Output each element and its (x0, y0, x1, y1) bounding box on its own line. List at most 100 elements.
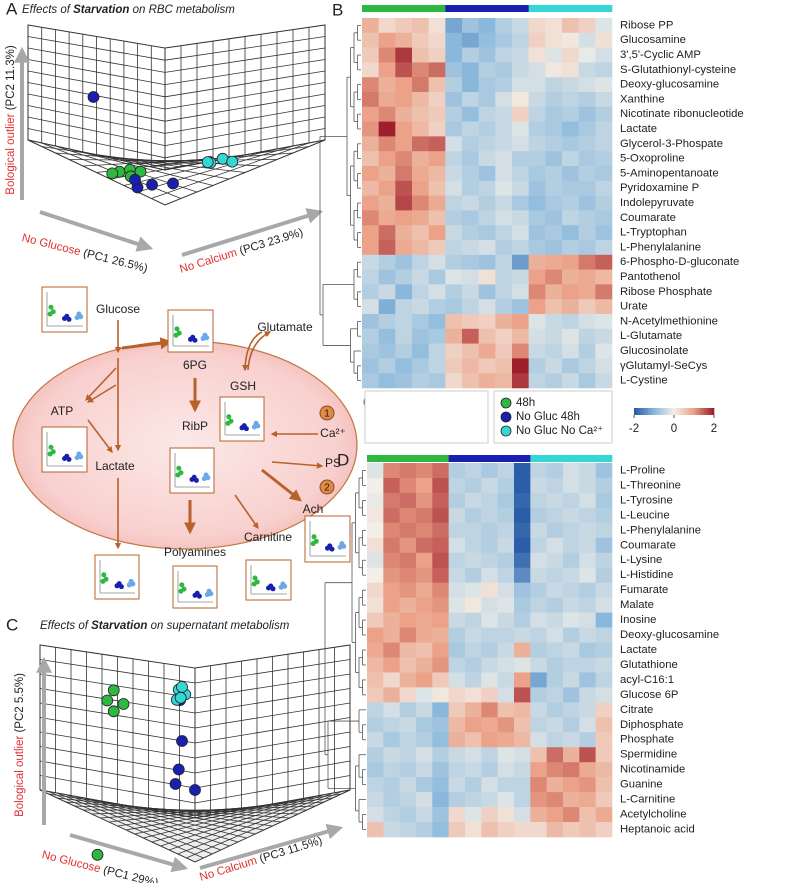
pca-point (174, 691, 187, 704)
heatmap-cell (399, 567, 417, 583)
heatmap-cell (428, 210, 446, 226)
heatmap-cell (595, 166, 613, 182)
colorbar-segment (708, 408, 711, 415)
heatmap-cell (563, 567, 580, 583)
legend-marker (500, 397, 512, 409)
heatmap-cell (478, 62, 496, 78)
heatmap-cell (465, 463, 482, 479)
heatmap-cell (395, 254, 413, 270)
panel-title-part: on RBC metabolism (129, 4, 235, 16)
inset-dot (329, 546, 335, 552)
heatmap-cell (412, 77, 429, 93)
heatmap-cell (416, 627, 433, 643)
heatmap-cell (416, 463, 433, 479)
heatmap-cell (546, 463, 564, 479)
heatmap-cell (595, 822, 613, 838)
heatmap-cell (578, 47, 596, 63)
row-label: L-Carnitine (620, 794, 675, 806)
heatmap-cell (495, 343, 513, 359)
heatmap-cell (528, 343, 546, 359)
heatmap-cell (432, 717, 449, 733)
colorbar-segment (680, 408, 683, 415)
heatmap-cell (395, 77, 413, 93)
column-group-bar (545, 5, 563, 12)
pathway-node: GSH (230, 379, 256, 393)
heatmap-cell (362, 240, 379, 256)
heatmap-cell (367, 627, 384, 643)
heatmap-cell (448, 612, 466, 628)
heatmap-cell (399, 687, 417, 703)
pca-point (106, 167, 119, 180)
heatmap-cell (462, 47, 479, 63)
heatmap-cell (465, 687, 482, 703)
heatmap-cell (399, 552, 417, 569)
pca-grid (27, 105, 166, 134)
heatmap-cell (497, 687, 515, 703)
column-group-bar (481, 455, 498, 462)
heatmap-cell (512, 151, 529, 167)
z-axis-label-part: (PC3 11.5%) (258, 835, 324, 866)
heatmap-cell (478, 121, 496, 137)
heatmap-cell (445, 284, 463, 300)
axis-arrow (69, 833, 189, 873)
colorbar-segment (706, 408, 709, 415)
column-group-bar (528, 5, 546, 12)
heatmap-cell (495, 254, 513, 270)
inset-frame (304, 515, 351, 563)
inset-legend-frame (364, 390, 489, 444)
inset-plot (219, 396, 265, 442)
heatmap-cell (462, 62, 479, 78)
heatmap-cell (432, 627, 449, 643)
colorbar-segment (668, 408, 671, 415)
heatmap-cell (428, 106, 446, 122)
heatmap-cell (562, 358, 579, 374)
heatmap-cell (416, 522, 433, 539)
column-group-bar (445, 5, 463, 12)
heatmap-cell (478, 299, 496, 315)
heatmap-cell (579, 777, 596, 793)
inset-dot (192, 337, 198, 343)
heatmap-cell (428, 225, 446, 241)
heatmap-cell (528, 166, 546, 182)
heatmap-cell (530, 777, 547, 793)
heatmap-cell (497, 507, 515, 524)
heatmap-cell (497, 807, 515, 823)
heatmap-cell (528, 210, 546, 226)
row-label: Lactate (620, 123, 657, 135)
pca-point (129, 173, 141, 186)
heatmap-cell (416, 762, 433, 778)
heatmap-cell (481, 522, 498, 539)
heatmap-cell (362, 254, 379, 270)
heatmap-cell (530, 582, 547, 598)
column-group-bar (595, 455, 613, 462)
heatmap-cell (595, 717, 613, 733)
heatmap-cell (579, 657, 596, 673)
heatmap-cell (595, 284, 613, 300)
heatmap-cell (445, 180, 463, 196)
heatmap-cell (578, 373, 596, 389)
column-group-bar (465, 455, 482, 462)
column-group-bar (416, 455, 433, 462)
heatmap-cell (395, 269, 413, 285)
heatmap-cell (383, 732, 400, 748)
heatmap-cell (465, 732, 482, 748)
heatmap-cell (367, 552, 384, 569)
heatmap-cell (395, 92, 413, 108)
heatmap-cell (367, 492, 384, 509)
heatmap-cell (495, 166, 513, 182)
inset-dot (176, 465, 182, 471)
heatmap-cell (545, 373, 563, 389)
heatmap-cell (497, 732, 515, 748)
heatmap-cell (528, 240, 546, 256)
colorbar-segment (690, 408, 693, 415)
heatmap-cell (362, 180, 379, 196)
heatmap-cell (497, 612, 515, 628)
heatmap-cell (595, 373, 613, 389)
heatmap-cell (512, 180, 529, 196)
heatmap-cell (367, 522, 384, 539)
heatmap-cell (383, 597, 400, 613)
heatmap-cell (562, 314, 579, 330)
heatmap-cell (497, 567, 515, 583)
heatmap-cell (395, 299, 413, 315)
heatmap-cell (579, 732, 596, 748)
